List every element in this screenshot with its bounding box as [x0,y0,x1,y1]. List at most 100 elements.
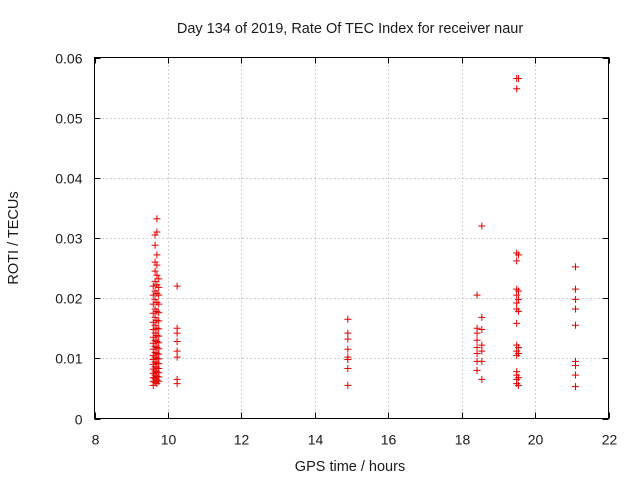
data-point [149,309,157,317]
data-point [151,348,159,356]
data-point [151,231,159,239]
data-point [571,263,579,271]
data-point [515,381,523,389]
x-tick-label: 18 [455,432,471,448]
data-point [173,282,181,290]
data-point [571,305,579,313]
y-tick-label: 0.02 [55,291,82,307]
x-tick-label: 22 [602,432,618,448]
data-point [155,275,163,283]
data-point [515,344,523,352]
data-point [155,283,163,291]
data-point [513,257,521,265]
data-point [155,339,163,347]
data-point [151,321,159,329]
data-point [151,313,159,321]
data-point [151,258,159,266]
data-point [473,336,481,344]
data-point [151,267,159,275]
data-point [515,251,523,259]
data-point [344,315,352,323]
data-point [515,287,523,295]
data-point [153,324,161,332]
data-point [571,285,579,293]
data-point [515,350,523,358]
x-tick-label: 20 [528,432,544,448]
plot-frame [94,57,609,419]
data-point [173,337,181,345]
data-point [153,228,161,236]
data-point [344,356,352,364]
data-point [478,313,486,321]
y-tick-label: 0.06 [55,51,82,67]
data-point [478,222,486,230]
x-tick-label: 8 [92,432,100,448]
data-point [151,295,159,303]
data-point [173,347,181,355]
data-point [513,291,521,299]
data-points [149,75,579,391]
data-point [173,380,181,388]
data-point [149,333,157,341]
data-point [153,344,161,352]
data-point [473,291,481,299]
y-axis-label: ROTI / TECUs [6,191,22,284]
data-point [173,329,181,337]
data-point [344,381,352,389]
data-point [153,271,161,279]
grid-lines [94,57,609,419]
data-point [153,337,161,345]
chart-title: Day 134 of 2019, Rate Of TEC Index for r… [177,21,523,37]
data-point [149,325,157,333]
x-tick-label: 10 [161,432,177,448]
data-point [478,347,486,355]
data-point [151,277,159,285]
data-point [571,295,579,303]
data-point [513,319,521,327]
y-tick-labels: 0 0.01 0.02 0.03 0.04 0.05 0.06 [55,51,82,428]
data-point [149,345,157,353]
data-point [153,261,161,269]
data-point [478,325,486,333]
data-point [515,307,523,315]
data-point [473,350,481,358]
data-point [149,339,157,347]
data-point [571,362,579,370]
y-tick-label: 0 [75,412,83,428]
x-tick-label: 12 [234,432,250,448]
data-point [473,366,481,374]
data-point [149,318,157,326]
y-tick-label: 0.04 [55,171,82,187]
x-tick-label: 16 [381,432,397,448]
data-point [155,309,163,317]
data-point [344,365,352,373]
x-tick-labels: 8 10 12 14 16 18 20 22 [92,432,618,448]
data-point [155,332,163,340]
data-point [513,285,521,293]
data-point [155,325,163,333]
data-point [155,317,163,325]
x-axis-label: GPS time / hours [295,459,405,475]
y-tick-label: 0.01 [55,351,82,367]
data-point [153,350,161,358]
data-point [149,282,157,290]
data-point [513,85,521,93]
data-point [155,300,163,308]
data-point [473,329,481,337]
y-tick-label: 0.03 [55,231,82,247]
data-point [478,357,486,365]
data-point [344,335,352,343]
data-point [478,375,486,383]
axis-ticks [94,57,610,420]
data-point [173,353,181,361]
data-point [153,298,161,306]
data-point [515,295,523,303]
data-point [155,345,163,353]
data-point [515,374,523,382]
x-tick-label: 14 [308,432,324,448]
data-point [513,249,521,257]
data-point [571,371,579,379]
data-point [153,251,161,259]
data-point [153,316,161,324]
